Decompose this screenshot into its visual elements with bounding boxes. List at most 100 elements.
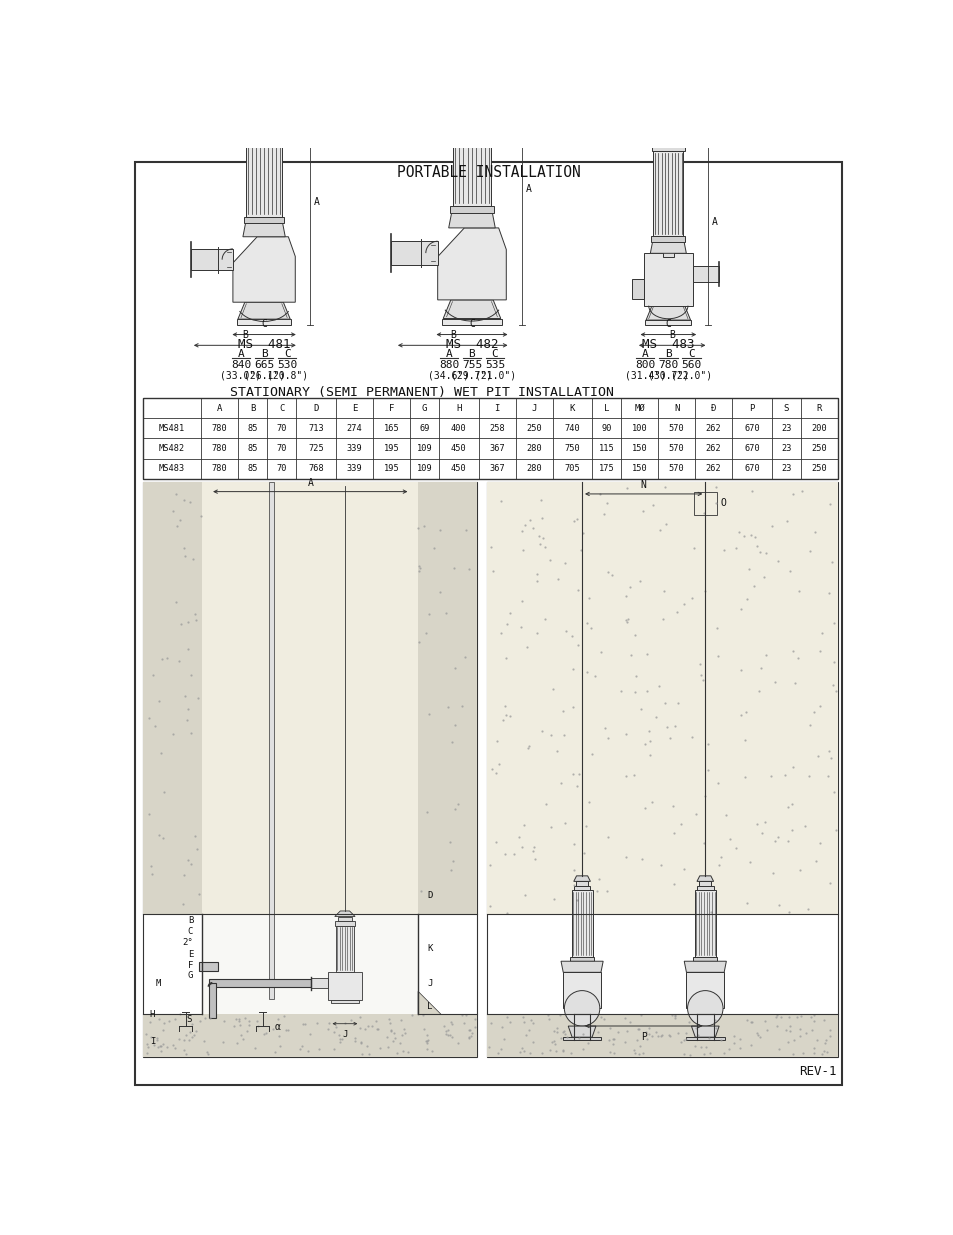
Text: 23: 23	[781, 445, 791, 453]
Text: (21.0"): (21.0")	[474, 370, 516, 380]
Text: 115: 115	[598, 445, 614, 453]
Bar	[562, 1037, 601, 1040]
Text: E: E	[352, 404, 356, 412]
Text: O: O	[720, 498, 726, 508]
Text: 100: 100	[631, 424, 647, 433]
Text: 400: 400	[451, 424, 466, 433]
Text: 250: 250	[526, 424, 541, 433]
Text: 274: 274	[346, 424, 362, 433]
Bar	[653, 151, 682, 236]
Text: 165: 165	[383, 424, 399, 433]
Polygon shape	[243, 222, 285, 237]
Polygon shape	[691, 1026, 719, 1037]
Bar	[452, 96, 491, 206]
Text: MS  482: MS 482	[445, 338, 497, 352]
Text: 280: 280	[526, 464, 541, 473]
Bar	[143, 483, 476, 1057]
Text: (33.0"): (33.0")	[220, 370, 261, 380]
Text: 70: 70	[276, 445, 287, 453]
Bar	[327, 972, 362, 999]
Bar	[249, 101, 279, 109]
Text: MS  483: MS 483	[641, 338, 694, 352]
Text: B: B	[188, 916, 193, 925]
Circle shape	[564, 990, 599, 1026]
Polygon shape	[417, 992, 440, 1014]
Text: 175: 175	[598, 464, 614, 473]
Bar	[694, 890, 715, 957]
Text: A: A	[525, 184, 531, 194]
Text: E: E	[188, 950, 193, 958]
Text: F: F	[388, 404, 394, 412]
Bar	[655, 138, 680, 144]
Bar	[143, 399, 837, 478]
Polygon shape	[437, 228, 506, 300]
Text: D: D	[427, 892, 433, 900]
Text: 670: 670	[743, 424, 759, 433]
Text: 665: 665	[253, 359, 274, 370]
Text: L: L	[603, 404, 609, 412]
Text: S: S	[187, 1015, 192, 1024]
Text: J: J	[427, 978, 433, 988]
Bar	[143, 483, 476, 914]
Text: 705: 705	[564, 464, 579, 473]
Bar	[569, 957, 594, 961]
Text: 150: 150	[631, 464, 647, 473]
Polygon shape	[335, 911, 355, 916]
Polygon shape	[560, 961, 602, 972]
Polygon shape	[458, 67, 484, 79]
Bar	[651, 236, 684, 242]
Bar	[686, 972, 723, 1008]
Bar	[487, 1014, 837, 1057]
Text: N: N	[673, 404, 679, 412]
Text: C: C	[261, 319, 267, 330]
Text: (26.1"): (26.1")	[243, 370, 284, 380]
Text: 69: 69	[418, 424, 429, 433]
Bar	[450, 206, 494, 212]
Text: B: B	[260, 350, 267, 359]
Text: A: A	[314, 196, 319, 206]
Text: 740: 740	[564, 424, 579, 433]
Polygon shape	[233, 237, 295, 303]
Text: 85: 85	[247, 464, 257, 473]
Bar	[631, 279, 643, 299]
Polygon shape	[448, 212, 495, 228]
Bar	[487, 483, 837, 914]
Bar	[663, 119, 672, 122]
Text: 780: 780	[212, 445, 228, 453]
Text: 195: 195	[383, 445, 399, 453]
Text: STATIONARY (SEMI PERMANENT) WET PIT INSTALLATION: STATIONARY (SEMI PERMANENT) WET PIT INST…	[230, 387, 614, 399]
Text: PORTABLE INSTALLATION: PORTABLE INSTALLATION	[396, 165, 580, 180]
Text: 280: 280	[526, 445, 541, 453]
Text: 367: 367	[489, 464, 504, 473]
Text: 339: 339	[346, 464, 362, 473]
Bar	[198, 962, 217, 972]
Text: 250: 250	[810, 464, 826, 473]
Bar	[237, 319, 291, 325]
Text: 768: 768	[308, 464, 324, 473]
Text: 262: 262	[705, 464, 720, 473]
Text: C: C	[664, 319, 671, 330]
Text: J: J	[342, 1030, 347, 1039]
Text: S: S	[782, 404, 788, 412]
Text: 339: 339	[346, 445, 362, 453]
Text: A: A	[712, 217, 718, 227]
Bar	[245, 109, 283, 116]
Text: A: A	[641, 350, 648, 359]
Text: P: P	[640, 1032, 646, 1042]
Bar	[246, 116, 281, 216]
Text: 262: 262	[705, 424, 720, 433]
Text: 23: 23	[781, 424, 791, 433]
Bar	[571, 890, 592, 957]
Text: 150: 150	[631, 445, 647, 453]
Text: MS483: MS483	[159, 464, 185, 473]
Text: 780: 780	[658, 359, 678, 370]
Text: C: C	[188, 926, 193, 936]
Bar	[692, 267, 719, 282]
Text: 195: 195	[383, 464, 399, 473]
Bar	[311, 978, 327, 988]
Text: L: L	[427, 1003, 433, 1011]
Text: A: A	[307, 478, 313, 488]
Text: 535: 535	[484, 359, 505, 370]
Text: 530: 530	[276, 359, 297, 370]
Text: 70: 70	[276, 424, 287, 433]
